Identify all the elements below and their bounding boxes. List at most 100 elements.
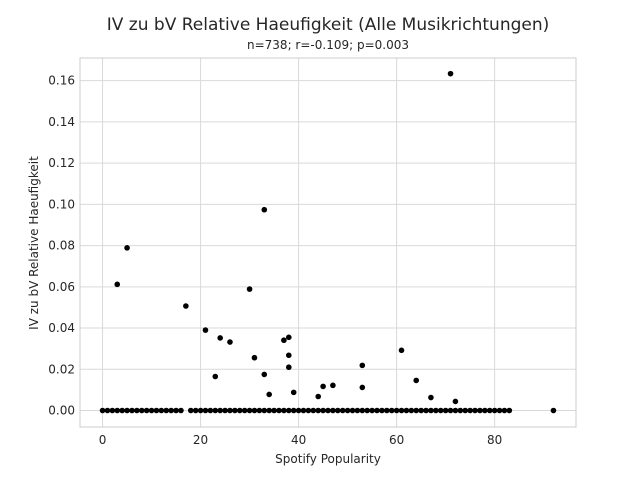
data-point [104,407,111,414]
data-point [212,373,219,380]
data-point [330,382,336,389]
data-point [398,407,405,414]
data-point [491,407,498,414]
y-tick-label: 0.12 [48,156,75,170]
data-point [114,281,121,288]
data-point [290,407,297,414]
data-point [266,407,272,414]
data-point [437,407,444,414]
data-point [158,407,165,414]
grid-lines [80,58,576,427]
x-axis-label: Spotify Popularity [275,452,381,466]
data-point [408,407,415,414]
data-point [428,407,434,414]
data-point [496,407,503,414]
data-point [452,407,459,414]
data-point [330,407,336,414]
data-point [486,407,493,414]
data-point [359,407,366,414]
data-points [99,70,557,414]
data-point [222,407,228,414]
data-point [153,407,160,414]
y-tick-label: 0.14 [48,115,75,129]
data-point [359,384,366,391]
data-point [212,407,219,414]
data-point [320,383,326,390]
y-tick-label: 0.00 [48,404,75,418]
data-point [178,407,184,414]
x-tick-label: 80 [487,433,502,447]
data-point [124,407,130,414]
y-tick-label: 0.04 [48,321,75,335]
data-point [119,407,125,414]
y-tick-label: 0.10 [48,197,75,211]
data-point [335,407,341,414]
data-point [187,407,194,414]
data-point [295,407,302,414]
data-point [183,303,189,309]
data-point [339,407,346,414]
data-point [129,407,135,414]
data-point [256,407,263,414]
data-point [325,407,331,414]
data-point [428,394,434,401]
data-point [393,407,400,414]
data-point [163,407,170,414]
data-point [285,364,292,371]
data-point [369,407,375,414]
data-point [281,337,287,344]
data-point [462,407,469,414]
data-point [134,407,140,414]
data-point [271,407,277,414]
data-point [168,407,174,414]
x-tick-label: 40 [291,433,306,447]
data-point [236,407,243,414]
data-point [138,407,145,414]
data-point [285,407,292,414]
data-point [384,407,390,414]
data-point [398,347,405,354]
data-point [290,389,297,396]
data-point [109,407,116,414]
chart-subtitle: n=738; r=-0.109; p=0.003 [247,38,409,52]
data-point [192,407,199,414]
data-point [232,407,238,414]
data-point [442,407,449,414]
data-point [285,334,292,341]
data-point [246,407,253,414]
data-point [550,407,557,414]
data-point [241,407,248,414]
data-point [217,335,223,341]
data-point [300,407,307,414]
data-point [310,407,317,414]
data-point [472,407,478,414]
data-point [261,371,268,378]
data-point [379,407,385,414]
y-tick-label: 0.08 [48,239,75,253]
data-point [374,407,380,414]
data-point [124,245,130,251]
y-axis-label: IV zu bV Relative Haeufigkeit [27,156,41,330]
data-point [261,206,268,213]
data-point [364,407,371,414]
data-point [99,407,106,414]
data-point [349,407,356,414]
data-point [413,407,420,414]
x-tick-label: 0 [99,433,107,447]
data-point [285,352,292,359]
data-point [202,327,209,333]
data-point [197,407,204,414]
x-tick-label: 20 [193,433,208,447]
x-tick-label: 60 [389,433,404,447]
data-point [344,407,351,414]
y-tick-label: 0.16 [48,74,75,88]
data-point [447,407,454,414]
data-point [217,407,223,414]
data-point [173,407,179,414]
data-point [281,407,287,414]
data-point [114,407,121,414]
data-point [143,407,150,414]
data-point [433,407,439,414]
data-point [447,70,454,77]
